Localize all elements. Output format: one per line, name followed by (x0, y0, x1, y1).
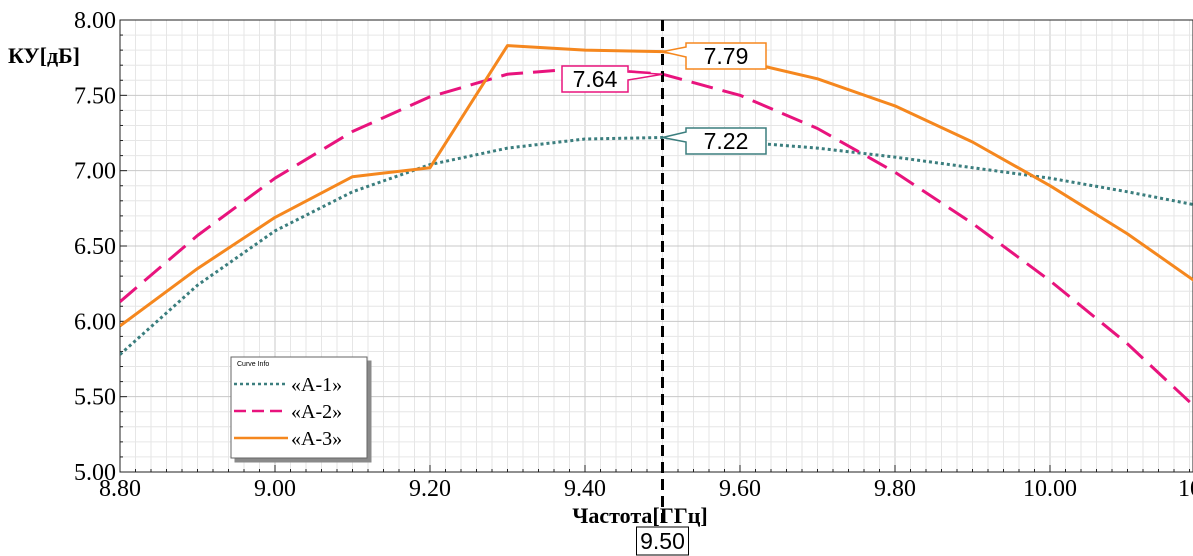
marker-callout-box (662, 127, 767, 155)
legend-label-a1: «A-1» (291, 374, 342, 396)
legend-box (230, 356, 368, 459)
y-tick-label: 5.50 (74, 385, 116, 411)
marker-callout-1: 7.79 (662, 42, 767, 70)
x-axis-title: Частота[ГГц] (572, 503, 708, 528)
legend: Curve Info «A-1» «A-2» «A-3» (230, 356, 368, 459)
plot-grid (119, 19, 1193, 473)
x-tick-label: 9.20 (409, 476, 451, 502)
x-tick-label: 8.80 (99, 476, 141, 502)
marker-x-label: 9.50 (640, 528, 685, 554)
marker-callout-box (561, 65, 663, 93)
marker-layer: 7.79 7.64 7.22 9.50 (561, 20, 767, 556)
x-tick-label: 9.00 (254, 476, 296, 502)
x-tick-label: 9.80 (874, 476, 916, 502)
marker-x-box (636, 526, 689, 556)
y-tick-label: 6.50 (74, 234, 116, 260)
x-tick-label: 9.60 (719, 476, 761, 502)
marker-callout-2: 7.64 (561, 65, 663, 93)
marker-callout-box (662, 42, 767, 70)
legend-title: Curve Info (237, 361, 269, 368)
marker-value-label: 7.22 (704, 128, 749, 154)
y-tick-label: 8.00 (74, 8, 116, 34)
y-tick-label: 7.00 (74, 159, 116, 185)
x-tick-label: 10.00 (1023, 476, 1077, 502)
y-tick-label: 5.00 (74, 460, 116, 486)
y-tick-label: 6.00 (74, 309, 116, 335)
legend-items: «A-1» «A-2» «A-3» (234, 374, 342, 450)
y-tick-label: 7.50 (74, 83, 116, 109)
marker-value-label: 7.79 (704, 43, 749, 69)
x-tick-label: 10.20 (1178, 476, 1193, 502)
x-tick-label: 9.40 (564, 476, 606, 502)
marker-callout-3: 7.22 (662, 127, 767, 155)
y-axis-title: КУ[дБ] (8, 43, 80, 68)
axis-ticks: 8.80 9.00 9.20 9.40 9.60 9.80 10.00 10.20 5.00 5.… (74, 8, 1193, 502)
legend-label-a2: «A-2» (291, 401, 342, 423)
legend-label-a3: «A-3» (291, 428, 342, 450)
marker-value-label: 7.64 (573, 66, 618, 92)
